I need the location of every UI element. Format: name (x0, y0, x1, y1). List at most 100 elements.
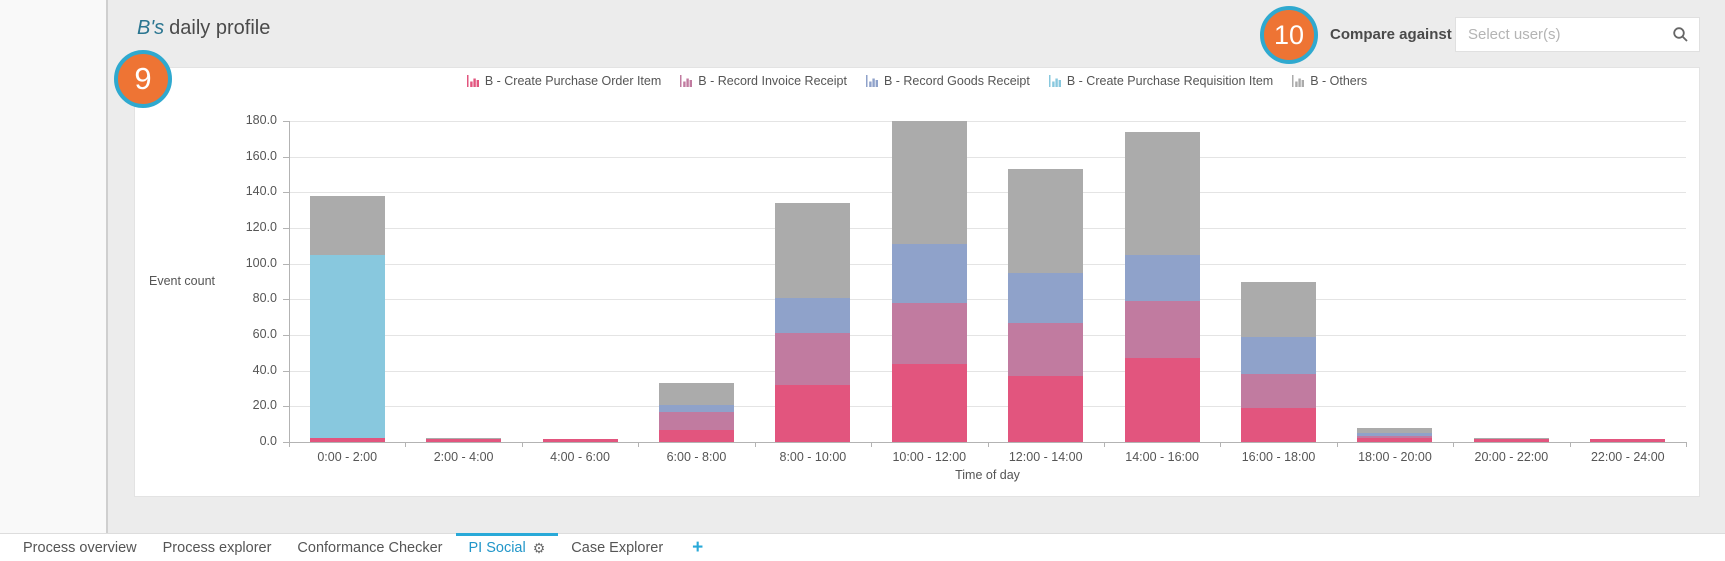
tab-list: Process overview Process explorer Conforma… (10, 533, 676, 561)
bar-segment[interactable] (542, 439, 618, 442)
step-badge-9: 9 (114, 50, 172, 108)
bar-segment[interactable] (658, 411, 734, 430)
bar-segment[interactable] (1124, 131, 1200, 255)
bar-segment[interactable] (891, 363, 967, 442)
bar-segment[interactable] (658, 429, 734, 442)
y-axis-line (289, 121, 290, 443)
bar-segment[interactable] (426, 438, 502, 440)
user-search-input[interactable] (1456, 26, 1672, 43)
bar-segment[interactable] (658, 383, 734, 405)
bar-segment[interactable] (891, 244, 967, 303)
gridline (289, 228, 1686, 229)
step-badge-9-number: 9 (134, 61, 152, 96)
bar-segment[interactable] (1473, 439, 1549, 442)
bar-segment[interactable] (658, 404, 734, 412)
bar-segment[interactable] (1357, 438, 1433, 442)
bar-segment[interactable] (1241, 408, 1317, 442)
x-tick-mark (1220, 442, 1222, 447)
y-tick-label: 140.0 (245, 184, 277, 199)
bar-segment[interactable] (891, 302, 967, 364)
bar-segment[interactable] (1008, 376, 1084, 442)
y-tick-label: 180.0 (245, 113, 277, 127)
bar-segment[interactable] (775, 297, 851, 334)
legend-item[interactable]: B - Create Purchase Requisition Item (1048, 74, 1274, 88)
x-tick-label: 22:00 - 24:00 (1590, 450, 1665, 464)
gridline (289, 192, 1686, 194)
tab-label: Case Explorer (571, 539, 664, 556)
y-tick-mark (283, 406, 289, 408)
search-icon[interactable] (1672, 26, 1689, 43)
tab-process-overview[interactable]: Process overview (10, 534, 150, 561)
bar-segment[interactable] (775, 384, 851, 442)
tab-bar: Process overview Process explorer Conforma… (0, 533, 1725, 561)
bar-segment[interactable] (309, 195, 385, 255)
tab-process-explorer[interactable]: Process explorer (150, 534, 285, 561)
left-rail (0, 0, 108, 533)
legend-item[interactable]: B - Record Goods Receipt (865, 74, 1030, 88)
x-tick-mark (1453, 442, 1455, 447)
gridline (289, 299, 1686, 301)
y-tick-mark (283, 370, 289, 372)
tab-pi-social[interactable]: PI Social ⚙ (455, 533, 559, 561)
legend-label: B - Create Purchase Requisition Item (1066, 74, 1274, 88)
bar-segment[interactable] (1124, 254, 1200, 302)
page-title-text: daily profile (169, 17, 271, 39)
legend-item[interactable]: B - Record Invoice Receipt (680, 74, 847, 88)
x-tick-mark (638, 442, 640, 447)
bar-segment[interactable] (1241, 281, 1317, 337)
bar-segment[interactable] (426, 439, 502, 442)
chart-legend: B - Create Purchase Order Item B - Record… (135, 74, 1699, 88)
legend-item[interactable]: B - Create Purchase Order Item (466, 74, 661, 88)
y-tick-mark (283, 263, 289, 265)
x-tick-mark (1569, 442, 1571, 447)
x-tick-label: 0:00 - 2:00 (317, 450, 378, 464)
bar-segment[interactable] (1124, 301, 1200, 359)
bar-segment[interactable] (775, 333, 851, 385)
bar-segment[interactable] (1241, 336, 1317, 375)
tab-label: Process explorer (162, 539, 272, 556)
gridline (289, 335, 1686, 336)
bar-segment[interactable] (1357, 433, 1433, 436)
gridline (289, 121, 1686, 122)
tab-case-explorer[interactable]: Case Explorer (558, 534, 676, 561)
bar-segment[interactable] (1357, 435, 1433, 439)
y-tick-mark (283, 121, 289, 122)
x-tick-label: 4:00 - 6:00 (550, 450, 610, 464)
active-tab-indicator (455, 533, 559, 536)
x-tick-mark (1336, 442, 1338, 447)
y-tick-mark (283, 228, 289, 229)
add-tab-button[interactable]: + (692, 536, 704, 558)
x-tick-mark (871, 442, 873, 447)
bar-segment[interactable] (1124, 358, 1200, 442)
mini-barchart-icon (680, 75, 693, 87)
mini-barchart-icon (1048, 75, 1062, 87)
bar-segment[interactable] (891, 121, 967, 245)
y-tick-label: 60.0 (252, 327, 277, 341)
y-tick-label: 40.0 (252, 362, 277, 377)
y-tick-mark (283, 192, 289, 194)
bar-segment[interactable] (309, 438, 385, 442)
user-search[interactable] (1455, 17, 1700, 52)
bar-segment[interactable] (1241, 374, 1317, 409)
bar-segment[interactable] (1008, 272, 1084, 323)
x-tick-mark (289, 442, 290, 447)
x-tick-mark (754, 442, 756, 447)
bar-segment[interactable] (1590, 439, 1666, 442)
page-title: B's daily profile (137, 17, 270, 40)
x-tick-label: 16:00 - 18:00 (1241, 450, 1316, 464)
legend-item[interactable]: B - Others (1292, 74, 1367, 88)
gear-icon[interactable]: ⚙ (532, 539, 546, 556)
gridline (289, 370, 1686, 372)
bar-segment[interactable] (1008, 169, 1084, 273)
x-tick-label: 12:00 - 14:00 (1008, 450, 1083, 464)
y-tick-label: 160.0 (245, 148, 277, 163)
y-tick-label: 120.0 (245, 220, 277, 234)
bar-segment[interactable] (1473, 438, 1549, 440)
gridline (289, 263, 1686, 265)
bar-segment[interactable] (775, 203, 851, 298)
bar-segment[interactable] (1357, 427, 1433, 434)
y-tick-mark (283, 335, 289, 336)
tab-conformance-checker[interactable]: Conformance Checker (284, 534, 455, 561)
bar-segment[interactable] (1008, 322, 1084, 377)
bar-segment[interactable] (309, 254, 385, 439)
